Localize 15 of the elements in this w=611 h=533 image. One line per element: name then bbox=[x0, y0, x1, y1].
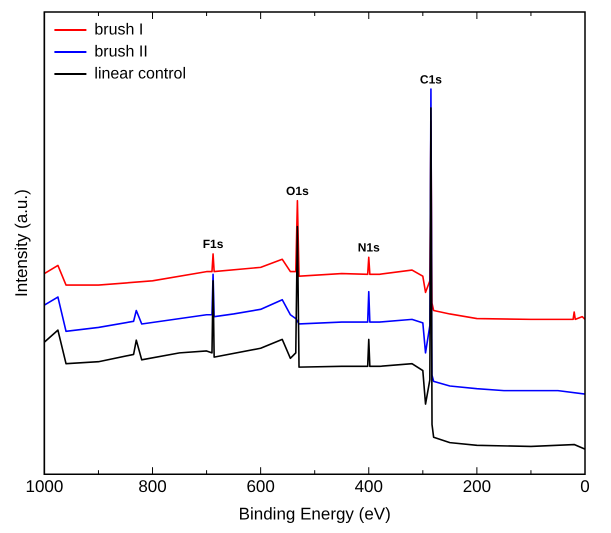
x-tick-label: 800 bbox=[138, 477, 167, 496]
x-axis-title: Binding Energy (eV) bbox=[238, 504, 391, 524]
annotation: O1s bbox=[286, 184, 310, 198]
x-tick-label: 400 bbox=[354, 477, 383, 496]
legend-label: linear control bbox=[94, 65, 186, 82]
annotation: F1s bbox=[202, 237, 224, 252]
legend-label: brush II bbox=[94, 43, 148, 60]
x-tick-label: 200 bbox=[462, 477, 492, 496]
x-tick-label: 1000 bbox=[25, 477, 64, 496]
x-tick-label: 0 bbox=[580, 477, 590, 496]
y-axis-title: Intensity (a.u.) bbox=[12, 189, 31, 297]
annotation: C1s bbox=[420, 72, 442, 86]
annotation: N1s bbox=[358, 240, 380, 255]
x-tick-label: 600 bbox=[246, 477, 275, 496]
legend-label: brush I bbox=[94, 21, 144, 38]
